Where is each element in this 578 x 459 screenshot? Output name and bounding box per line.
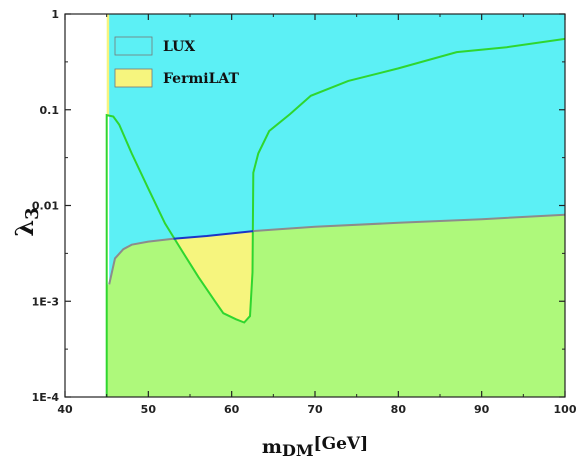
y-axis: 1E-4 1E-3 0.01 0.1 1 <box>32 8 565 404</box>
legend-swatch <box>114 68 153 88</box>
lux-boundary-line <box>173 230 254 240</box>
x-tick-label: 60 <box>224 403 240 416</box>
legend-item-lux: LUX <box>114 36 195 56</box>
x-tick-label: 100 <box>554 403 577 416</box>
legend-label: FermiLAT <box>163 71 240 87</box>
lux-boundary-line-left <box>108 237 174 285</box>
x-axis-label: mDM[GeV] <box>262 434 368 459</box>
y-tick-label: 1E-3 <box>32 295 59 308</box>
x-axis-label-unit: [GeV] <box>314 434 369 454</box>
x-tick-label: 80 <box>391 403 407 416</box>
allowed-region <box>106 214 565 397</box>
x-tick-label: 40 <box>57 403 73 416</box>
x-tick-label: 50 <box>141 403 157 416</box>
y-tick-label: 1 <box>51 8 59 21</box>
y-tick-label: 1E-4 <box>32 391 60 404</box>
x-tick-label: 90 <box>474 403 490 416</box>
plot-area <box>65 14 565 397</box>
x-tick-label: 70 <box>307 403 323 416</box>
y-tick-label: 0.01 <box>32 200 59 213</box>
y-tick-label: 0.1 <box>40 104 60 117</box>
legend-item-fermilat: FermiLAT <box>114 68 240 88</box>
legend: LUX FermiLAT <box>114 36 240 88</box>
x-axis-label-main: m <box>262 436 282 458</box>
x-axis: 40 50 60 70 80 90 100 <box>57 14 577 416</box>
y-axis-label: λ3 <box>10 207 43 236</box>
fermilat-boundary-line <box>105 37 565 397</box>
x-axis-label-sub: DM <box>282 441 314 459</box>
y-axis-label-sub: 3 <box>22 207 43 220</box>
legend-swatch <box>114 36 153 56</box>
lux-region <box>109 14 565 285</box>
legend-label: LUX <box>163 39 195 55</box>
lux-boundary-line-right <box>253 213 565 233</box>
y-axis-label-main: λ <box>10 220 39 237</box>
